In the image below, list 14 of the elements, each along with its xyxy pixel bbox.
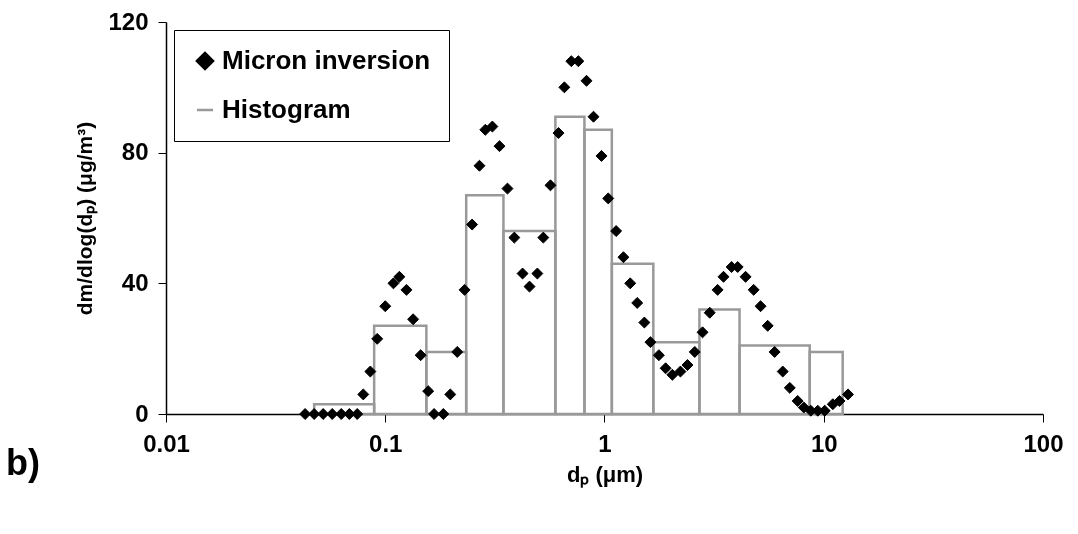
y-tick-label: 120	[108, 7, 149, 35]
x-tick-label: 0.1	[369, 429, 403, 457]
y-tick-label: 80	[121, 138, 149, 166]
y-tick-label: 0	[135, 399, 149, 427]
x-tick-label: 100	[1023, 429, 1064, 457]
x-axis-title: dₚ (μm)	[566, 461, 644, 488]
x-tick-label: 1	[598, 429, 612, 457]
x-tick-label: 0.01	[143, 429, 190, 457]
legend-label: Histogram	[222, 94, 351, 124]
y-tick-label: 40	[121, 268, 149, 296]
legend-label: Micron inversion	[222, 45, 431, 75]
x-tick-label: 10	[810, 429, 838, 457]
y-axis-title: dm/dlog(dₚ) (μg/m³)	[73, 121, 99, 316]
text: b)	[6, 442, 40, 483]
